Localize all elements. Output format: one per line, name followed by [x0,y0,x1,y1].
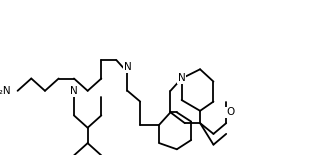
Text: N: N [178,73,186,84]
Text: N: N [124,62,131,72]
Text: O: O [226,107,234,117]
Text: N: N [70,86,78,96]
Text: H₂N: H₂N [0,86,10,96]
